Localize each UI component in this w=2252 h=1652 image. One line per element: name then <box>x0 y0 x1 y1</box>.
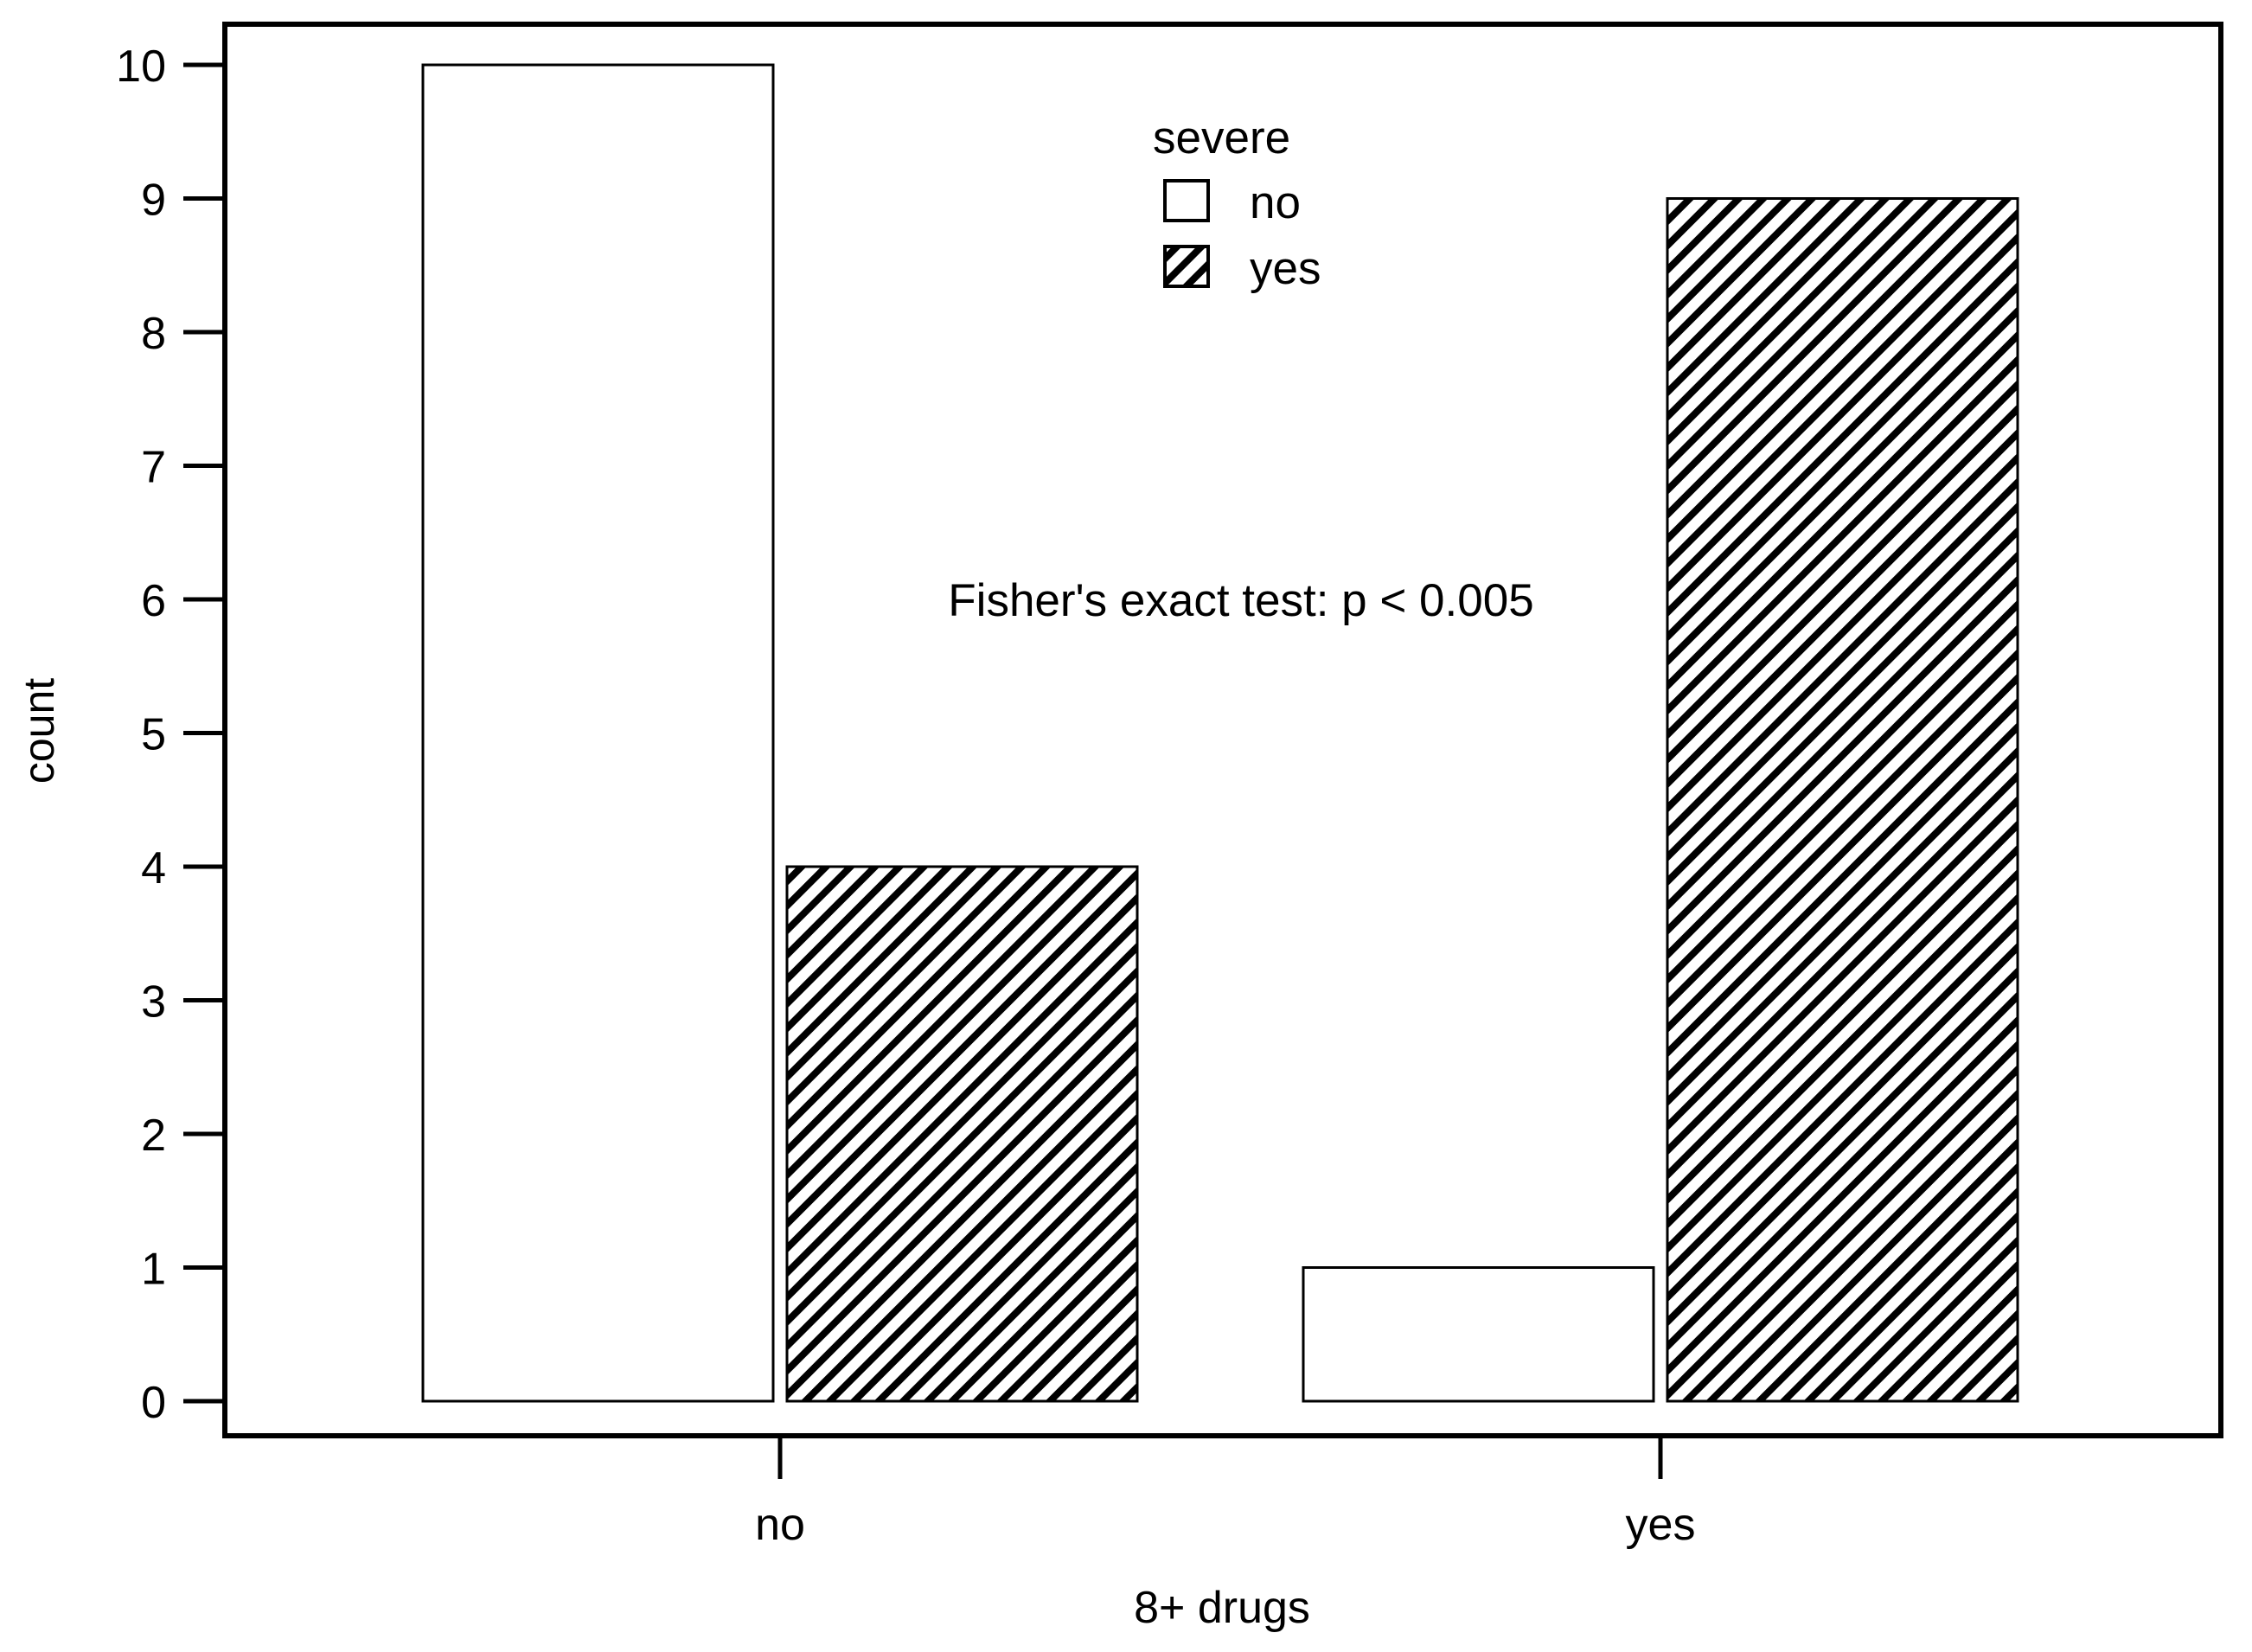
x-tick-label-no: no <box>755 1500 805 1550</box>
bar-no-severe-no <box>421 63 775 1403</box>
y-tick-label-4: 4 <box>141 843 166 893</box>
legend-swatch-yes <box>1163 245 1210 288</box>
y-tick-label-0: 0 <box>141 1378 166 1428</box>
x-axis: no yes <box>755 1436 1695 1550</box>
y-tick-label-8: 8 <box>141 309 166 359</box>
y-axis-label: count <box>15 678 63 784</box>
y-tick-label-3: 3 <box>141 977 166 1028</box>
bar-yes-severe-no <box>1302 1266 1655 1403</box>
y-tick-label-6: 6 <box>141 576 166 626</box>
plot-frame <box>222 22 2223 1438</box>
y-tick-label-9: 9 <box>141 176 166 226</box>
legend-label-yes: yes <box>1250 243 1321 294</box>
legend: severe no yes <box>1153 112 1321 294</box>
legend-title: severe <box>1153 112 1290 163</box>
bar-yes-severe-yes <box>1666 197 2019 1403</box>
x-axis-label: 8+ drugs <box>1134 1583 1310 1633</box>
legend-label-no: no <box>1250 177 1301 228</box>
bars <box>421 63 2019 1403</box>
x-tick-label-yes: yes <box>1626 1500 1696 1550</box>
y-tick-label-2: 2 <box>141 1111 166 1161</box>
legend-swatch-no <box>1163 179 1210 222</box>
y-tick-label-7: 7 <box>141 443 166 493</box>
y-tick-label-1: 1 <box>141 1245 166 1295</box>
y-tick-label-5: 5 <box>141 710 166 760</box>
bar-no-severe-yes <box>785 865 1139 1403</box>
y-axis: 0 1 2 3 4 5 6 7 8 9 10 <box>116 42 225 1428</box>
y-tick-label-10: 10 <box>116 42 166 92</box>
fisher-test-annotation: Fisher's exact test: p < 0.005 <box>948 575 1533 626</box>
